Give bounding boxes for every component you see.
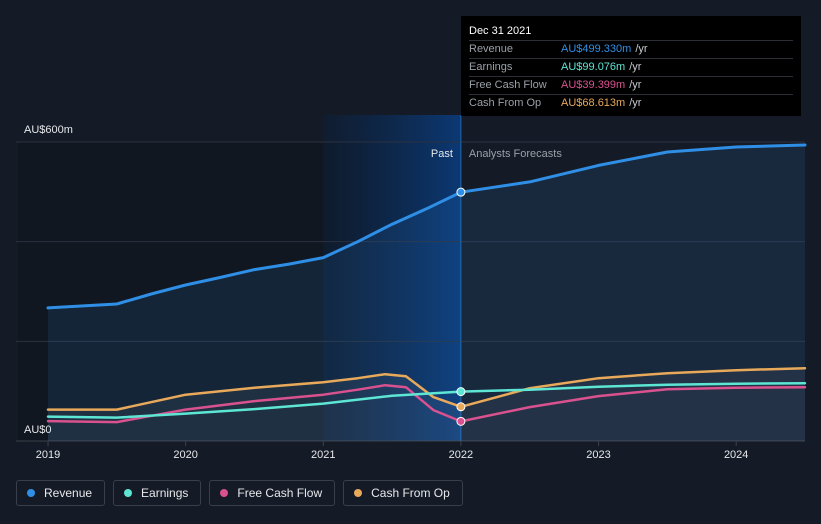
x-tick-label: 2020 [173,449,197,461]
tooltip-row-revenue: Revenue AU$499.330m /yr [469,41,793,59]
marker-revenue [456,187,466,197]
earnings-dot-icon [124,489,133,497]
tooltip-label: Earnings [469,61,513,73]
series-line-earnings [46,381,807,419]
tooltip-value: AU$39.399m [561,79,626,91]
past-label: Past [431,148,453,160]
tooltip-row-cash-from-op: Cash From Op AU$68.613m /yr [469,95,793,112]
chart-legend: Revenue Earnings Free Cash Flow Cash Fro… [16,480,463,506]
tooltip-value: AU$68.613m [561,97,626,109]
tooltip-row-free-cash-flow: Free Cash Flow AU$39.399m /yr [469,77,793,95]
legend-item-earnings[interactable]: Earnings [113,480,202,506]
tooltip-row-earnings: Earnings AU$99.076m /yr [469,59,793,77]
tooltip-label: Free Cash Flow [469,79,547,91]
free-cash-flow-dot-icon [220,489,229,497]
legend-item-free-cash-flow[interactable]: Free Cash Flow [209,480,336,506]
x-tick-label: 2022 [449,449,473,461]
cash-from-op-dot-icon [354,489,363,497]
tooltip-value: AU$99.076m [561,61,626,73]
tooltip-unit: /yr [629,79,642,91]
series-line-free-cash-flow [46,383,807,424]
series-line-cash-from-op [46,366,807,411]
legend-label: Free Cash Flow [237,486,323,500]
tooltip-value: AU$499.330m [561,43,632,55]
revenue-dot-icon [27,489,35,497]
x-tick-label: 2023 [586,449,610,461]
y-axis-label-bottom: AU$0 [24,424,52,436]
x-tick-label: 2021 [311,449,335,461]
tooltip-label: Revenue [469,43,514,55]
legend-item-revenue[interactable]: Revenue [16,480,106,506]
tooltip-unit: /yr [635,43,648,55]
data-tooltip: Dec 31 2021 Revenue AU$499.330m /yr Earn… [461,16,801,116]
x-tick-label: 2024 [724,449,748,461]
series-line-revenue [46,143,807,310]
legend-label: Earnings [141,486,189,500]
revenue-area [48,145,805,441]
tooltip-label: Cash From Op [469,97,542,109]
x-tick-label: 2019 [36,449,60,461]
legend-label: Revenue [44,486,93,500]
y-axis-label-top: AU$600m [24,124,73,136]
tooltip-unit: /yr [629,61,642,73]
tooltip-unit: /yr [629,97,642,109]
legend-label: Cash From Op [371,486,450,500]
forecast-label: Analysts Forecasts [469,148,562,160]
tooltip-date: Dec 31 2021 [469,24,793,41]
marker-free-cash-flow [456,416,466,426]
marker-cash-from-op [456,402,466,412]
marker-earnings [456,387,466,397]
legend-item-cash-from-op[interactable]: Cash From Op [343,480,463,506]
